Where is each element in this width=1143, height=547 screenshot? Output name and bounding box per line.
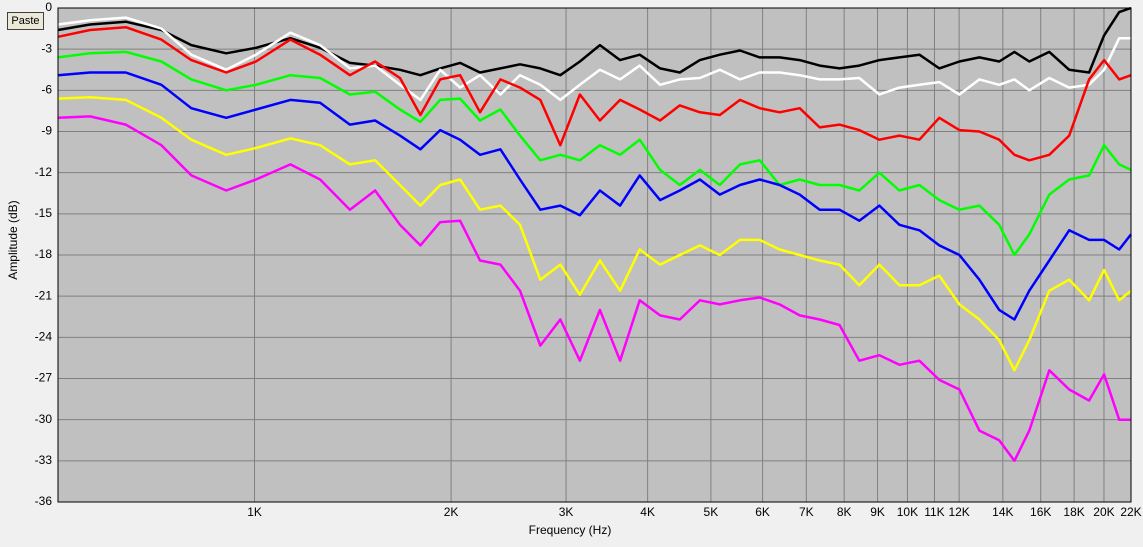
y-tick-label: -18 [35,247,53,261]
y-tick-label: -27 [35,371,53,385]
series-line [57,25,1132,162]
y-tick-label: -6 [41,83,52,97]
y-tick-label: -3 [41,41,52,55]
x-tick-label: 10K [897,505,918,519]
x-tick-label: 16K [1030,505,1051,519]
x-tick-label: 5K [704,505,719,519]
y-tick-label: -12 [35,165,53,179]
x-tick-label: 20K [1093,505,1114,519]
x-tick-label: 22K [1120,505,1141,519]
y-axis-title: Amplitude (dB) [6,200,20,279]
y-tick-label: -24 [35,330,53,344]
x-tick-label: 12K [948,505,969,519]
x-axis-title: Frequency (Hz) [529,523,612,537]
y-tick-label: -36 [35,494,53,508]
series-line [57,50,1132,257]
x-tick-label: 7K [799,505,814,519]
series-line [57,16,1131,102]
x-tick-label: 11K [924,505,944,519]
series-line [57,115,1131,463]
x-tick-label: 2K [444,505,459,519]
plot-border [57,7,1132,503]
y-tick-label: 0 [45,0,52,14]
x-tick-label: 9K [870,505,885,519]
y-tick-label: -30 [35,412,53,426]
x-tick-label: 8K [837,505,852,519]
x-tick-label: 14K [992,505,1013,519]
x-tick-label: 6K [755,505,770,519]
y-tick-label: -15 [35,206,53,220]
x-tick-label: 1K [247,505,262,519]
y-tick-label: -9 [41,124,52,138]
series-line [57,95,1132,372]
series-line [57,71,1132,321]
x-tick-label: 4K [640,505,655,519]
x-tick-label: 3K [559,505,574,519]
y-tick-label: -33 [35,453,53,467]
x-tick-label: 18K [1063,505,1084,519]
paste-button[interactable]: Paste [7,12,44,30]
y-tick-label: -21 [35,288,53,302]
